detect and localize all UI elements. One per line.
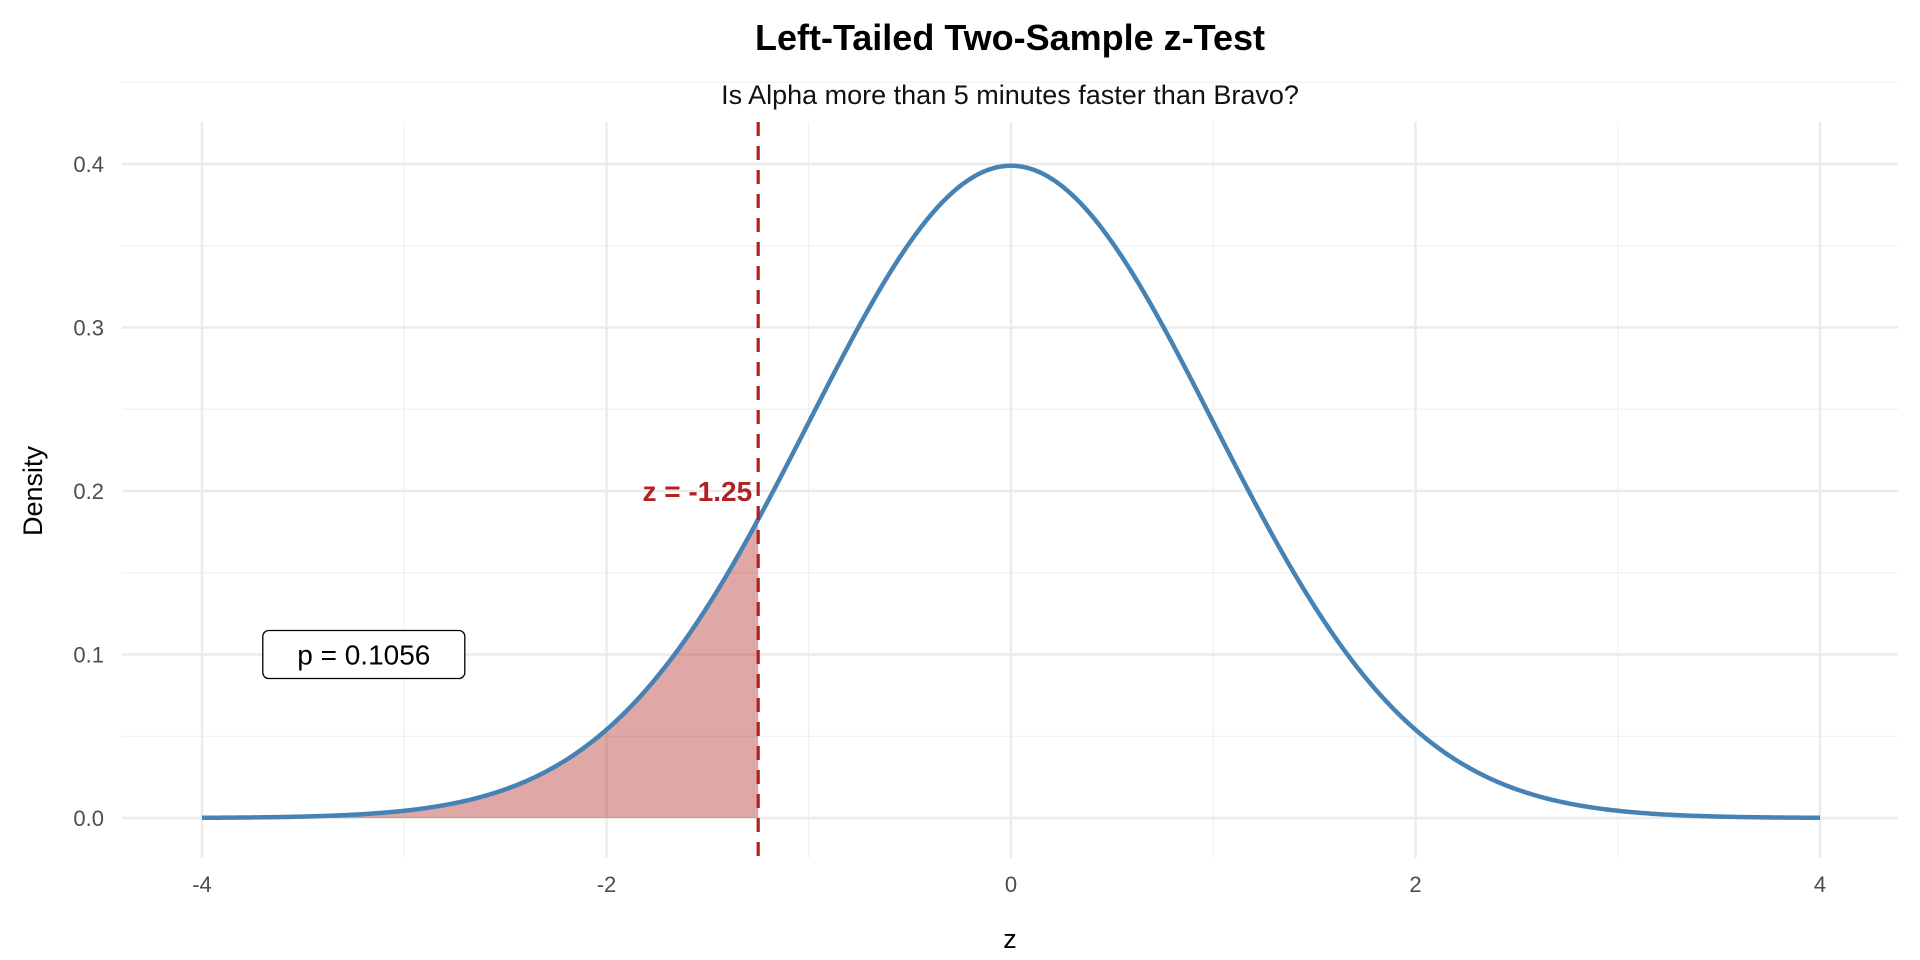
p-value-box: [262, 629, 466, 680]
chart-subtitle: Is Alpha more than 5 minutes faster than…: [721, 80, 1299, 110]
y-tick-label: 0.0: [73, 806, 104, 831]
x-tick-label: -4: [192, 872, 212, 897]
x-tick-label: 0: [1005, 872, 1017, 897]
shaded-p-value-region: [202, 519, 759, 818]
x-axis-label: z: [1003, 924, 1017, 954]
y-tick-label: 0.1: [73, 643, 104, 668]
axis-ticks: 0.0 0.1 0.2 0.3 0.4 -4 -2 0 2 4: [73, 152, 1826, 897]
z-statistic-label: z = -1.25: [642, 476, 752, 507]
density-curve: [201, 163, 1821, 821]
x-tick-label: 4: [1814, 872, 1826, 897]
y-tick-label: 0.3: [73, 316, 104, 341]
p-value-label: p = 0.1056: [297, 640, 430, 671]
x-tick-label: -2: [597, 872, 617, 897]
plot-marks: [201, 122, 1821, 858]
grid: [122, 81, 1898, 858]
y-tick-label: 0.2: [73, 479, 104, 504]
x-tick-label: 2: [1409, 872, 1421, 897]
chart-title: Left-Tailed Two-Sample z-Test: [755, 17, 1265, 58]
y-axis-label: Density: [18, 445, 48, 536]
annotations: z = -1.25 p = 0.1056: [262, 476, 752, 680]
y-tick-label: 0.4: [73, 152, 104, 177]
